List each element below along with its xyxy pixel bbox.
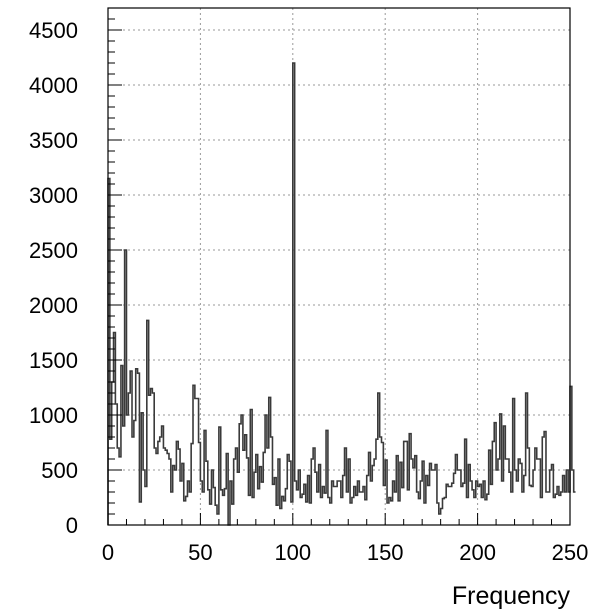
- plot-frame: [107, 7, 571, 526]
- y-tick-label: 3500: [29, 128, 78, 153]
- x-tick-label: 250: [552, 540, 589, 565]
- histogram-series: [107, 62, 576, 526]
- y-tick-label: 1500: [29, 348, 78, 373]
- y-tick-label: 2000: [29, 293, 78, 318]
- y-tick-label: 1000: [29, 403, 78, 428]
- grid-lines: [108, 8, 570, 525]
- y-tick-label: 3000: [29, 183, 78, 208]
- x-tick-label: 0: [102, 540, 114, 565]
- x-tick-label: 100: [274, 540, 311, 565]
- histogram-series-line: [107, 62, 576, 526]
- x-tick-label: 50: [188, 540, 212, 565]
- y-tick-label: 500: [41, 458, 78, 483]
- y-tick-label: 0: [66, 513, 78, 538]
- x-tick-label: 150: [367, 540, 404, 565]
- y-tick-label: 4000: [29, 73, 78, 98]
- axis-ticks: [107, 18, 571, 526]
- y-tick-label: 4500: [29, 18, 78, 43]
- tick-labels: 0 50 100 150 200 2500500100015002000250030003…: [29, 18, 588, 565]
- x-tick-label: 200: [459, 540, 496, 565]
- x-axis-label: Frequency: [452, 582, 571, 610]
- y-tick-label: 2500: [29, 238, 78, 263]
